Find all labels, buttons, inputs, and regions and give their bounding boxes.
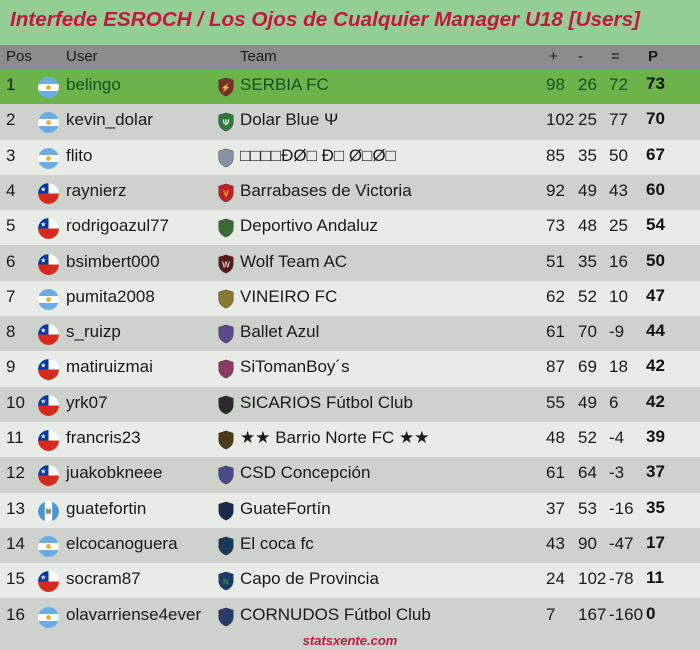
svg-text:Ψ: Ψ (223, 119, 230, 128)
svg-text:⚡: ⚡ (221, 83, 231, 94)
svg-text:W: W (222, 260, 230, 269)
svg-text:V: V (223, 190, 229, 199)
svg-text:N: N (223, 578, 229, 587)
